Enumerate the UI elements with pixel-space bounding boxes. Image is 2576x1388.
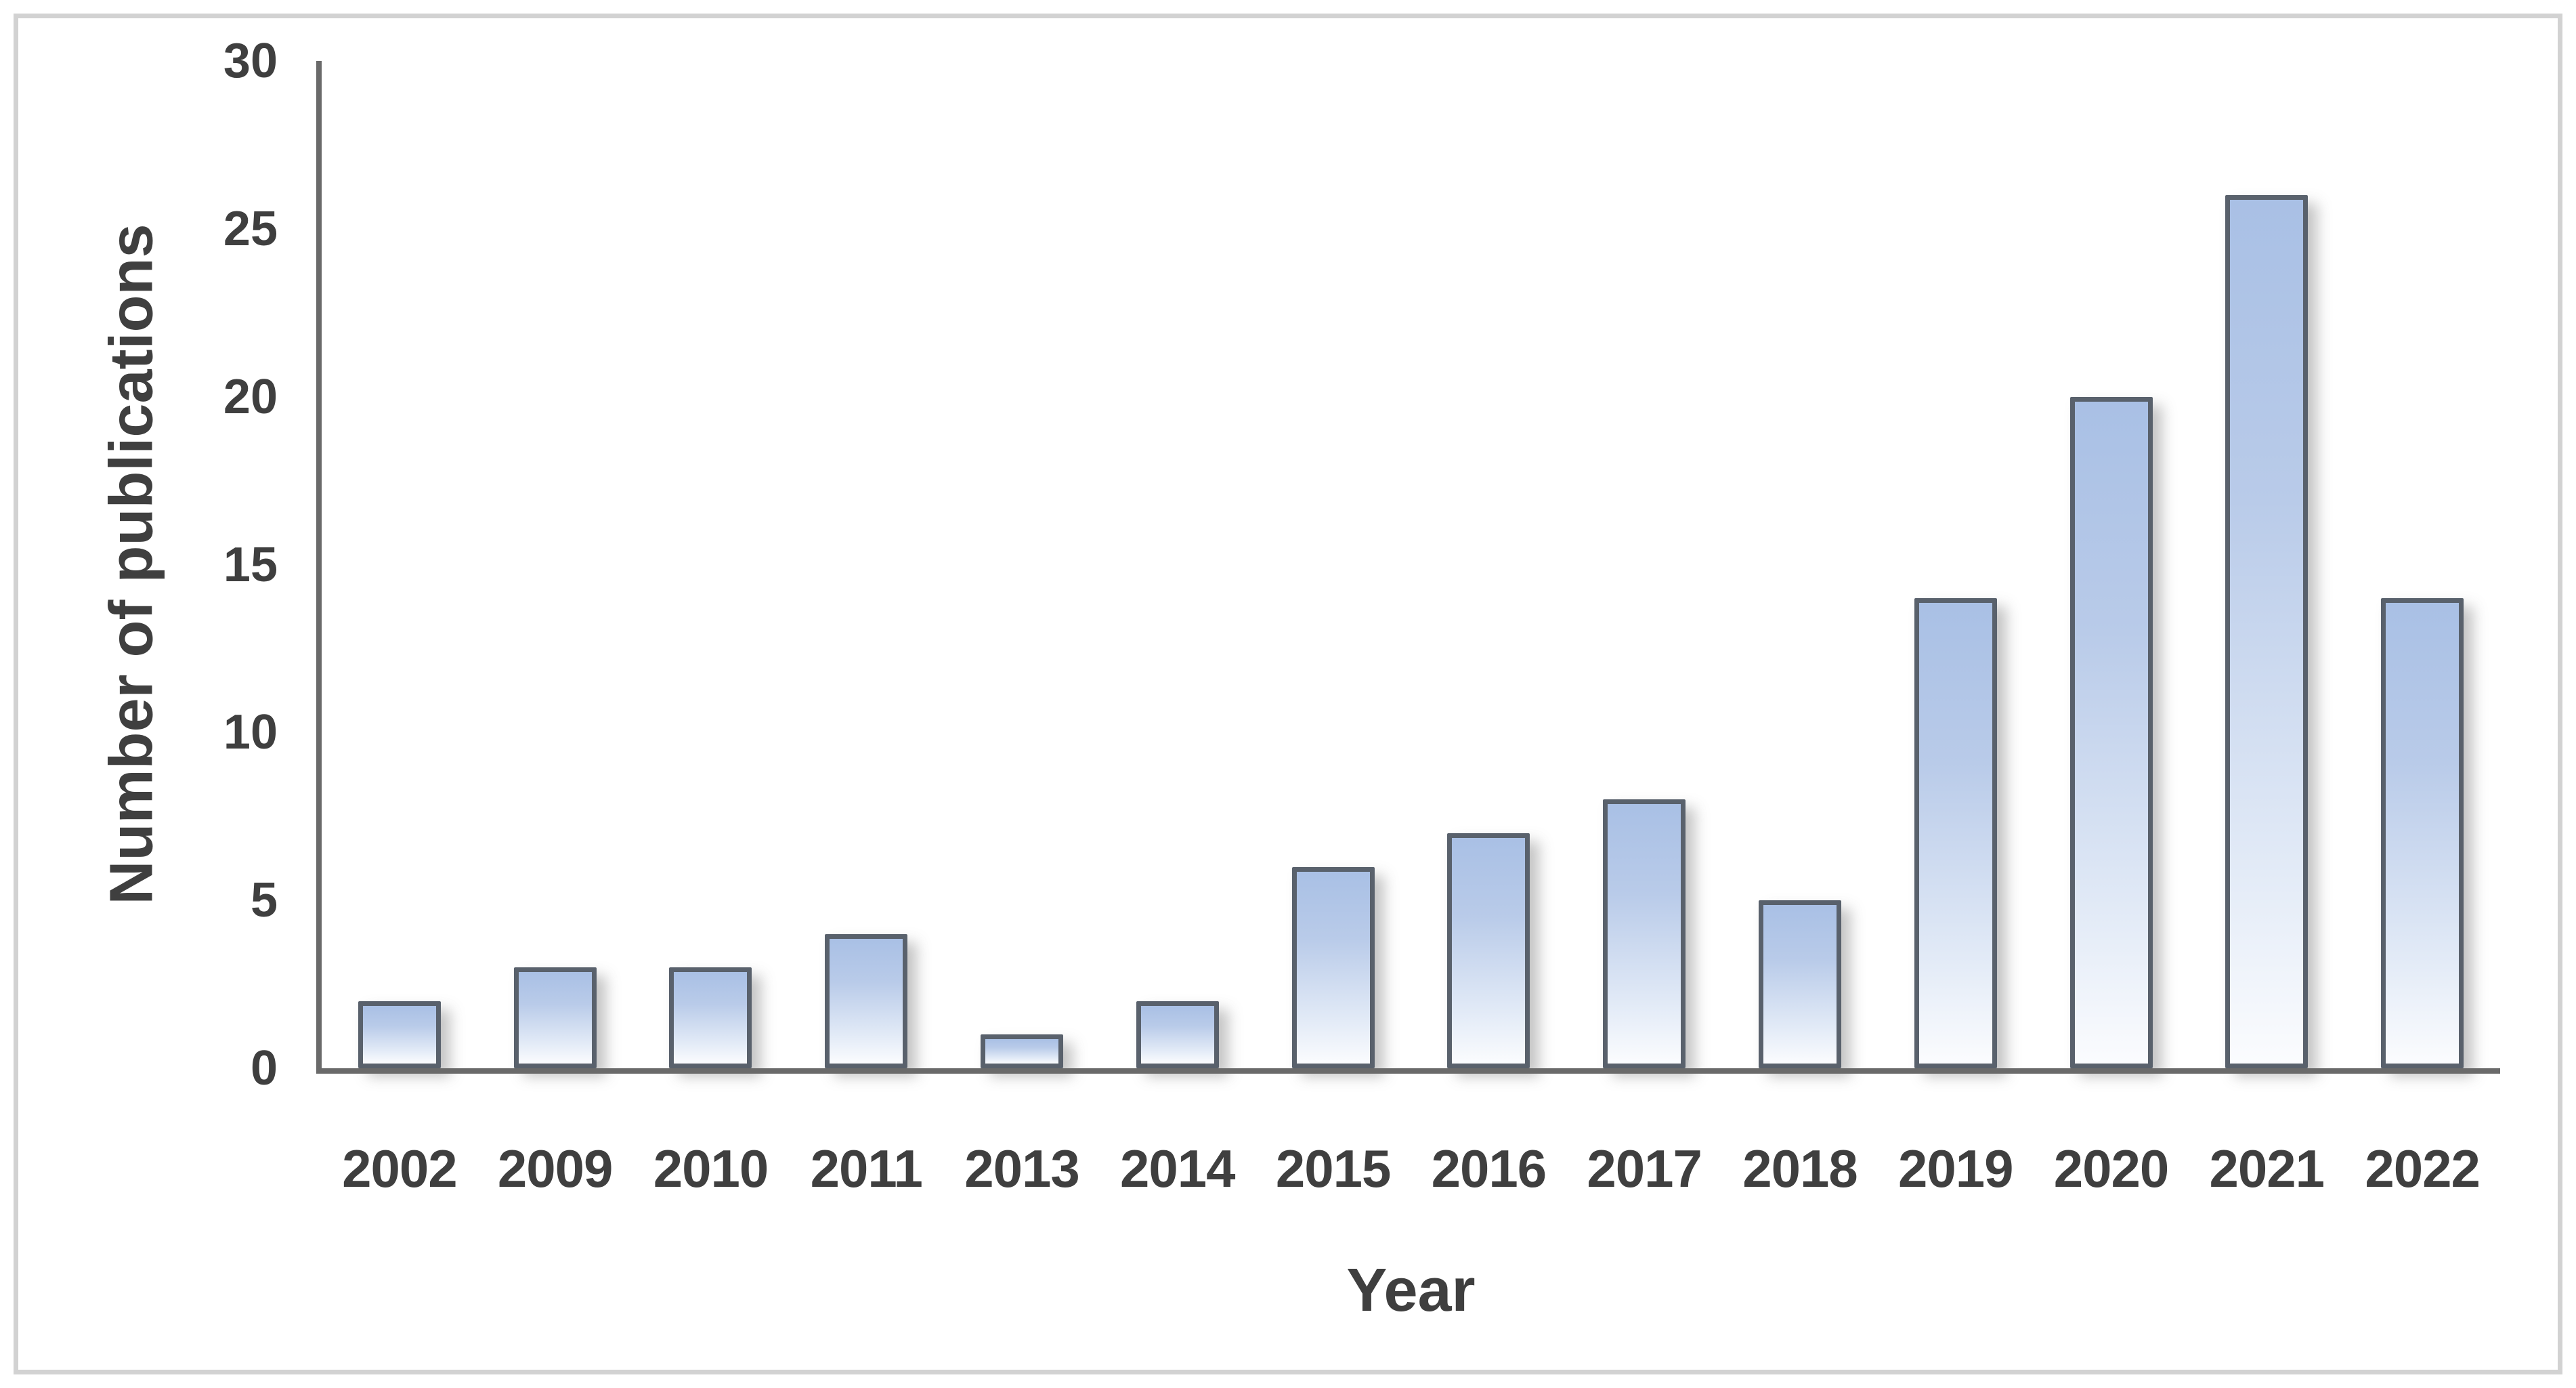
- x-axis-title: Year: [1346, 1257, 1476, 1324]
- y-tick-label: 15: [223, 537, 278, 592]
- bar-2022: [2381, 598, 2464, 1068]
- x-tick-label: 2009: [497, 1139, 614, 1198]
- y-tick-label: 0: [250, 1041, 278, 1095]
- bar-2018: [1758, 900, 1841, 1068]
- bar-2015: [1291, 867, 1375, 1068]
- x-tick-label: 2022: [2365, 1139, 2481, 1198]
- bar-2019: [1914, 598, 1997, 1068]
- y-tick-label: 25: [223, 201, 278, 256]
- y-tick-label: 30: [223, 34, 278, 88]
- y-tick-label: 5: [250, 873, 278, 928]
- bar-2011: [825, 934, 908, 1068]
- x-tick-label: 2017: [1587, 1139, 1702, 1198]
- x-tick-label: 2010: [653, 1139, 769, 1198]
- bar-2009: [513, 967, 597, 1068]
- bar-2010: [669, 967, 752, 1068]
- x-tick-label: 2013: [964, 1139, 1080, 1198]
- x-tick-label: 2002: [342, 1139, 458, 1198]
- x-tick-label: 2015: [1275, 1139, 1392, 1198]
- bar-2017: [1603, 799, 1686, 1068]
- x-tick-label: 2014: [1120, 1139, 1236, 1198]
- x-tick-label: 2019: [1897, 1139, 2014, 1198]
- x-tick-label: 2018: [1742, 1139, 1858, 1198]
- bar-2020: [2069, 397, 2153, 1068]
- plot-area: 0 5 10 15 20 25 30 2002 2009 2010 2011 2013 2014 201…: [223, 37, 2500, 1198]
- bar-2014: [1136, 1001, 1219, 1068]
- y-tick-label: 10: [223, 705, 278, 760]
- y-axis-line: [316, 61, 322, 1068]
- bar-2013: [981, 1034, 1064, 1068]
- x-tick-label: 2020: [2053, 1139, 2170, 1198]
- x-tick-label: 2016: [1431, 1139, 1547, 1198]
- y-tick-label: 20: [223, 369, 278, 424]
- x-axis-line: [316, 1068, 2500, 1074]
- bar-2016: [1447, 833, 1530, 1068]
- bar-2002: [358, 1001, 441, 1068]
- x-tick-label: 2021: [2209, 1139, 2325, 1198]
- bar-2021: [2225, 195, 2309, 1068]
- x-tick-label: 2011: [810, 1139, 923, 1198]
